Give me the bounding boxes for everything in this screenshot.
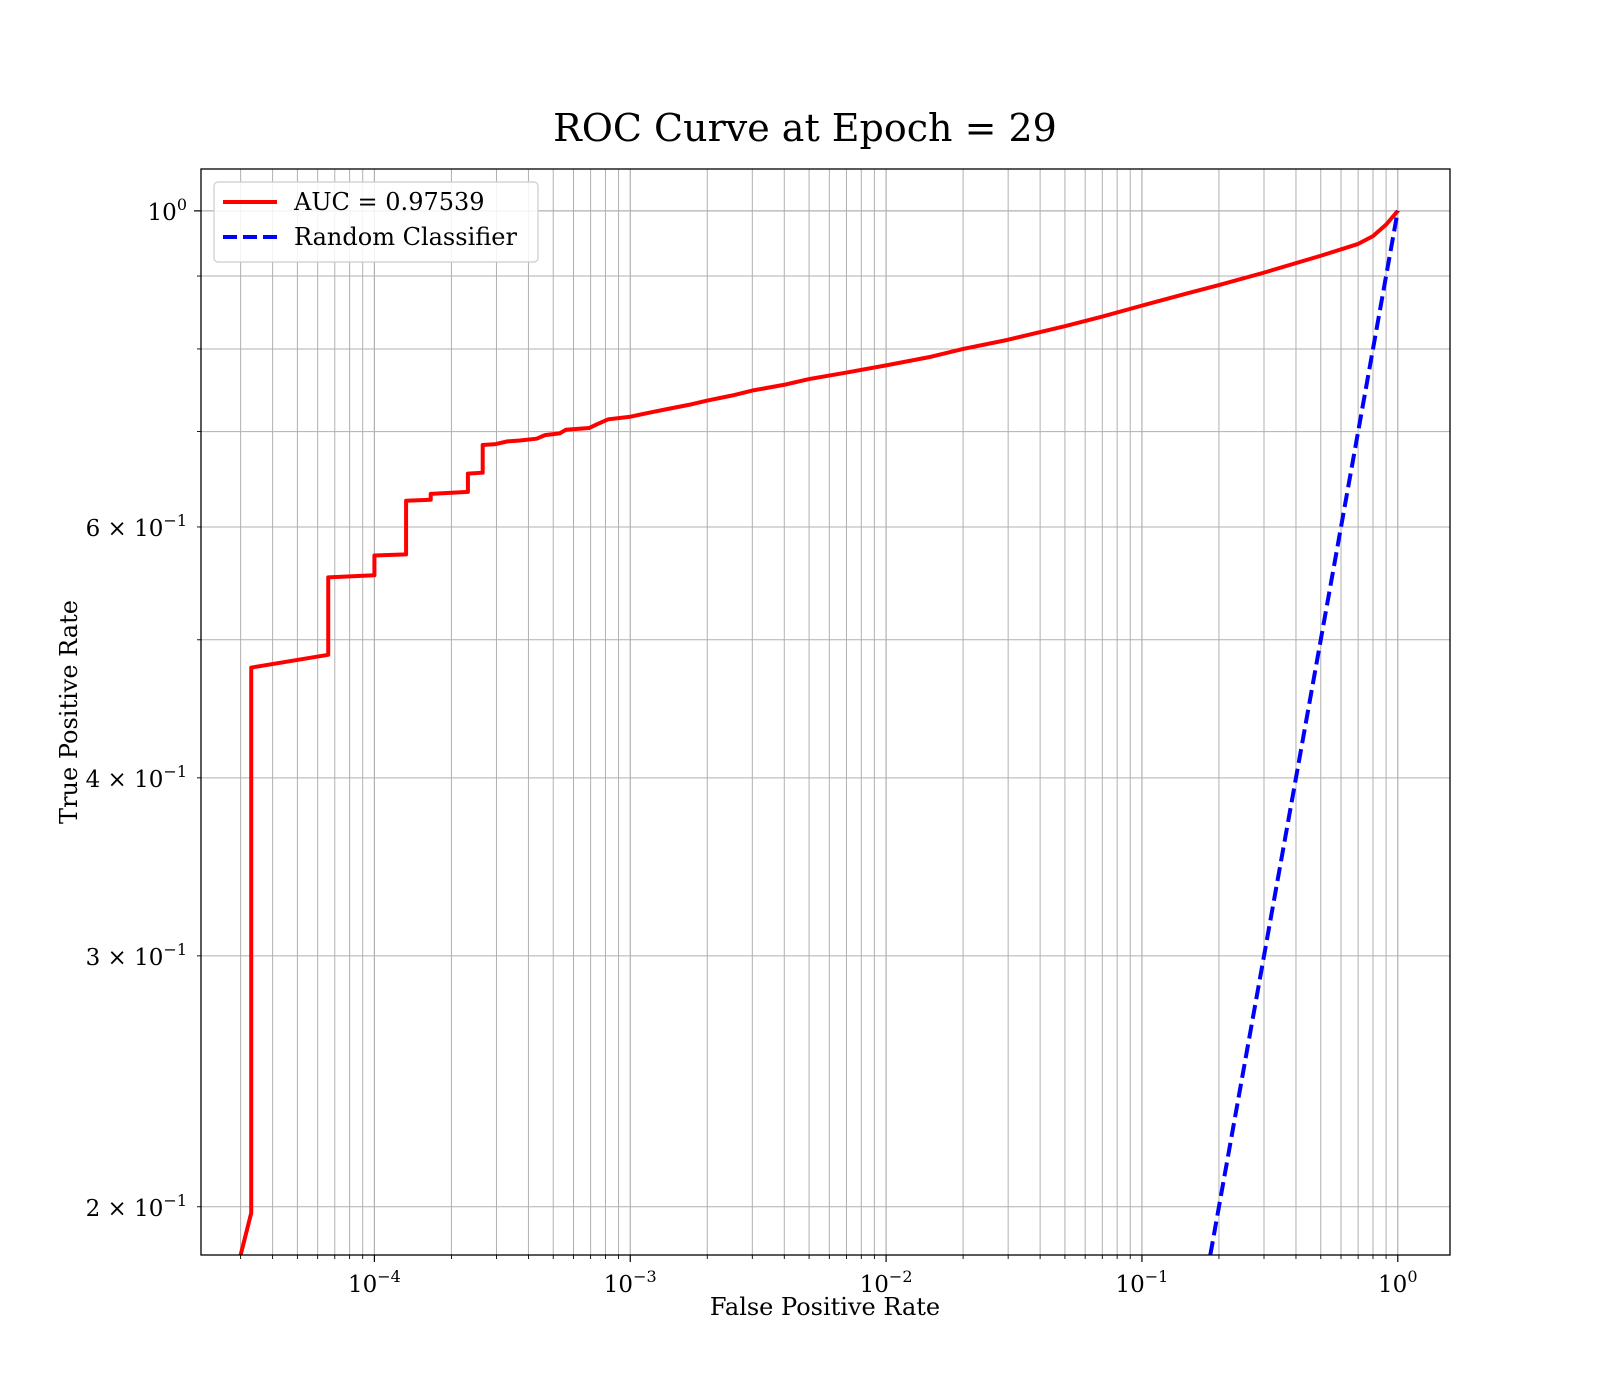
y-tick-label: 3 × 10−1 [86,940,187,971]
legend: AUC = 0.97539 Random Classifier [213,181,539,263]
roc-curve-line [238,209,1400,1255]
x-tick-label: 10−3 [604,1267,657,1298]
minor-grid [201,169,1450,1255]
x-tick-label: 10−2 [860,1267,913,1298]
y-tick-label: 4 × 10−1 [86,762,187,793]
legend-entry-random: Random Classifier [294,223,517,251]
series-layer [238,209,1400,1255]
x-tick-label: 100 [1378,1267,1417,1298]
random-classifier-line [1208,210,1400,1255]
chart-title: ROC Curve at Epoch = 29 [553,106,1057,150]
x-tick-label: 10−4 [348,1267,401,1298]
y-tick-label: 2 × 10−1 [86,1191,187,1222]
x-axis-ticks: 10−4 10−3 10−2 10−1 100 [240,1255,1418,1298]
x-axis-label: False Positive Rate [710,1293,940,1321]
legend-entry-auc: AUC = 0.97539 [293,188,485,216]
x-tick-label: 10−1 [1115,1267,1168,1298]
major-grid [201,169,1450,1255]
y-axis-label: True Positive Rate [55,600,83,824]
y-axis-ticks: 100 6 × 10−1 4 × 10−1 3 × 10−1 2 × 10−1 [86,195,201,1222]
y-tick-label: 6 × 10−1 [86,511,187,542]
legend-box [213,181,539,263]
y-tick-label: 100 [148,195,187,226]
plot-frame [200,168,1451,1256]
